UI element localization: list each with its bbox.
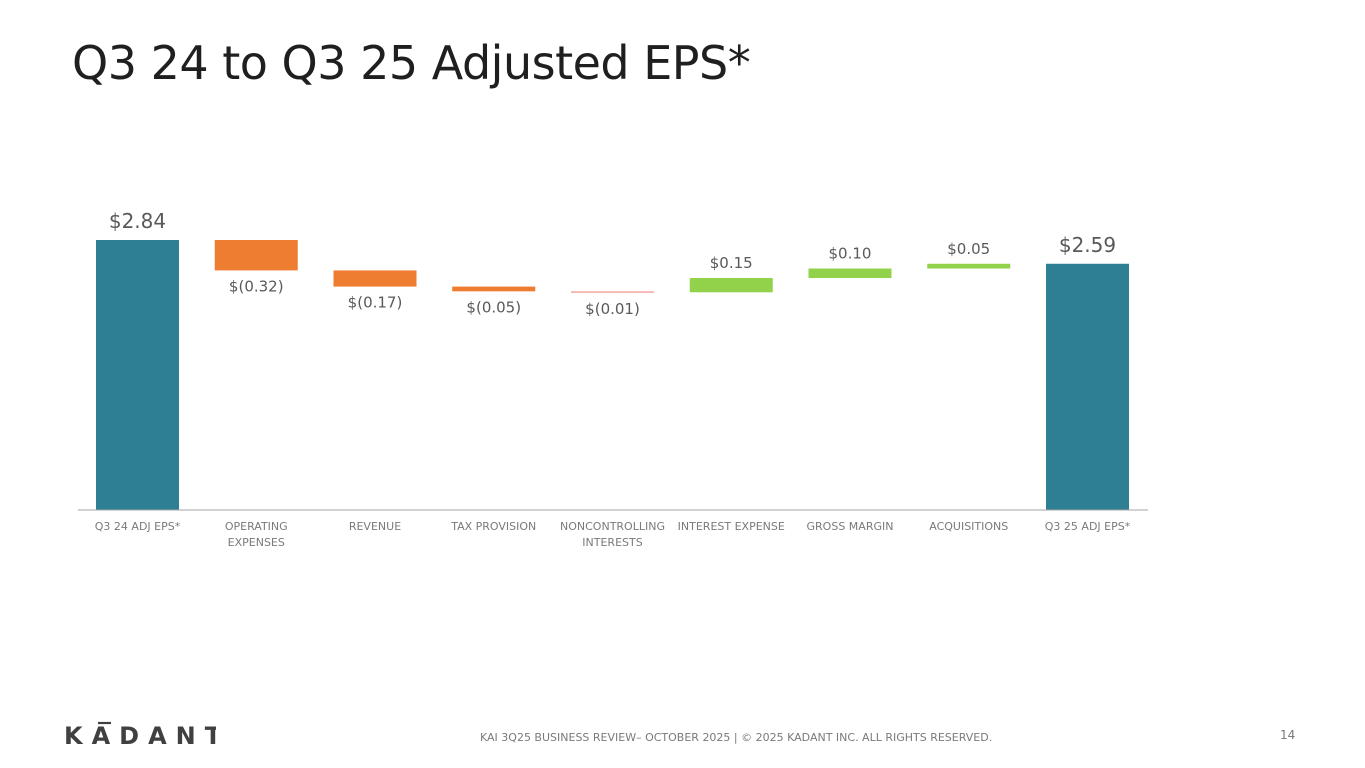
category-label-2: REVENUE bbox=[349, 520, 401, 533]
bar-3 bbox=[452, 286, 536, 292]
category-label-1: OPERATING EXPENSES bbox=[225, 520, 288, 549]
data-label-8: $2.59 bbox=[1059, 233, 1116, 257]
slide-title: Q3 24 to Q3 25 Adjusted EPS* bbox=[72, 36, 751, 90]
data-label-5: $0.15 bbox=[710, 254, 753, 272]
category-label-0: Q3 24 ADJ EPS* bbox=[95, 520, 181, 533]
data-label-2: $(0.17) bbox=[348, 294, 403, 312]
data-label-7: $0.05 bbox=[947, 240, 990, 258]
category-label-6: GROSS MARGIN bbox=[807, 520, 894, 533]
eps-waterfall-chart: $2.84 $(0.32) $(0.17) $(0.05) $(0.01) $0.15 $0… bbox=[78, 209, 1148, 549]
footer-text: KAI 3Q25 BUSINESS REVIEW– OCTOBER 2025 |… bbox=[480, 731, 993, 744]
bar-5 bbox=[689, 278, 773, 293]
bar-8 bbox=[1046, 263, 1129, 510]
page-number: 14 bbox=[1280, 728, 1296, 742]
data-label-6: $0.10 bbox=[829, 245, 872, 263]
bar-2 bbox=[333, 270, 417, 287]
data-label-3: $(0.05) bbox=[466, 298, 521, 316]
bar-6 bbox=[808, 268, 892, 279]
logo-wordmark: KADANT bbox=[64, 722, 216, 750]
data-label-1: $(0.32) bbox=[229, 277, 284, 295]
category-label-5: INTEREST EXPENSE bbox=[678, 520, 785, 533]
category-label-8: Q3 25 ADJ EPS* bbox=[1045, 520, 1131, 533]
data-label-0: $2.84 bbox=[109, 209, 166, 233]
category-label-4: NONCONTROLLING INTERESTS bbox=[560, 520, 665, 549]
kadant-logo: KADANT bbox=[64, 721, 216, 750]
bar-0 bbox=[96, 240, 179, 510]
bar-4 bbox=[571, 291, 654, 293]
data-label-4: $(0.01) bbox=[585, 300, 640, 318]
category-label-7: ACQUISITIONS bbox=[929, 520, 1008, 533]
bar-7 bbox=[927, 263, 1011, 269]
category-label-3: TAX PROVISION bbox=[450, 520, 536, 533]
bar-1 bbox=[214, 240, 298, 271]
